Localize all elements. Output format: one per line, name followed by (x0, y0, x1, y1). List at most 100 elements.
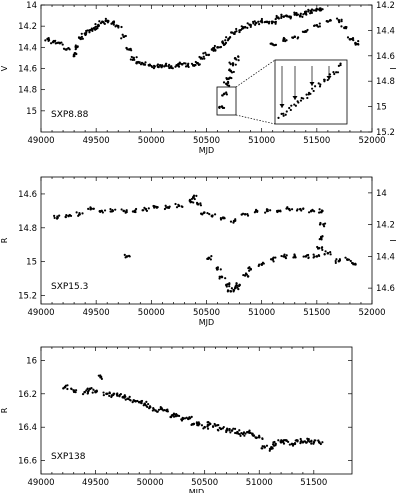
data-point-scatter (235, 30, 238, 33)
data-point-scatter (318, 238, 321, 241)
series-2 (123, 250, 357, 293)
y-left-tick-label: 14 (26, 1, 37, 11)
data-point-scatter (280, 15, 283, 18)
data-point-scatter (225, 36, 228, 39)
y-left-axis-title: R (0, 407, 9, 413)
data-point-scatter (312, 442, 315, 445)
data-point-scatter (156, 63, 160, 66)
inset-zoom (216, 59, 348, 125)
data-point-scatter (101, 20, 104, 23)
data-point-scatter (81, 393, 85, 396)
data-point-scatter (190, 415, 193, 418)
data-point-scatter (311, 208, 314, 211)
data-point-scatter (207, 421, 210, 424)
series-2 (218, 17, 360, 110)
inset-point (311, 87, 314, 90)
data-point-scatter (174, 65, 177, 68)
x-tick-label: 51000 (246, 478, 273, 488)
data-point-scatter (318, 441, 321, 445)
y-left-tick-label: 15 (26, 258, 37, 268)
data-point-scatter (317, 8, 320, 11)
data-point (83, 390, 86, 394)
arrow-head-icon (292, 96, 298, 100)
data-point-scatter (197, 424, 200, 427)
data-point-scatter (213, 46, 216, 50)
data-point-scatter (282, 36, 285, 40)
x-tick-label: 51500 (300, 478, 327, 488)
data-point-scatter (245, 430, 249, 434)
data-point-scatter (329, 19, 332, 22)
inset-box (274, 59, 348, 125)
plot-frame (40, 346, 353, 475)
data-point-scatter (340, 18, 343, 21)
data-point-scatter (257, 20, 260, 23)
data-point-scatter (310, 8, 314, 11)
inset-point (288, 106, 291, 110)
data-point-scatter (121, 33, 124, 36)
inset-point (309, 92, 312, 95)
data-point-scatter (120, 25, 123, 29)
data-point-scatter (228, 68, 231, 71)
data-point-scatter (204, 51, 207, 54)
data-point-scatter (312, 24, 316, 27)
data-point-scatter (251, 432, 254, 435)
inset-point (285, 110, 288, 113)
data-point-scatter (275, 209, 279, 213)
data-point-scatter (49, 42, 53, 45)
data-point-scatter (106, 392, 109, 395)
data-point-scatter (317, 254, 320, 257)
data-point-scatter (80, 32, 83, 35)
data-point-scatter (168, 66, 171, 70)
data-point-scatter (346, 258, 349, 261)
data-point-scatter (309, 9, 312, 12)
data-point-scatter (277, 439, 280, 442)
data-point-scatter (144, 61, 147, 64)
data-point-scatter (67, 47, 70, 50)
data-point-scatter (121, 396, 124, 399)
data-point-scatter (200, 212, 203, 215)
data-point-scatter (307, 8, 310, 11)
data-point-scatter (218, 277, 221, 280)
data-point-scatter (94, 28, 97, 31)
y-left-axis-title: R (0, 237, 9, 243)
data-point-scatter (80, 35, 83, 38)
inset-point (282, 114, 285, 117)
data-point-scatter (296, 208, 299, 211)
data-point-scatter (307, 10, 310, 13)
data-point-scatter (355, 43, 358, 46)
data-point-scatter (112, 21, 116, 24)
data-point-scatter (237, 284, 241, 288)
data-point-scatter (123, 35, 126, 38)
data-point-scatter (273, 44, 276, 47)
data-point-scatter (289, 17, 292, 20)
data-point-scatter (131, 58, 134, 61)
data-point-scatter (201, 57, 204, 60)
data-point-scatter (309, 210, 313, 213)
data-point-scatter (75, 211, 78, 214)
data-point-scatter (197, 203, 200, 206)
x-tick-label: 50500 (193, 136, 220, 146)
data-point-scatter (245, 273, 248, 276)
data-point-scatter (221, 94, 224, 97)
data-point-scatter (52, 39, 55, 43)
data-point-scatter (346, 36, 350, 39)
data-point-scatter (275, 14, 278, 18)
data-point-scatter (224, 277, 227, 280)
data-point-scatter (251, 434, 254, 437)
data-point-scatter (269, 209, 272, 212)
y-right-tick-label: 14.2 (376, 221, 395, 231)
y-left-tick-label: 14.8 (18, 86, 37, 96)
arrow-head-icon (326, 76, 332, 80)
data-point-scatter (320, 246, 323, 249)
data-point-scatter (325, 20, 328, 23)
data-point-scatter (299, 442, 302, 445)
data-point-scatter (129, 58, 132, 61)
y-left-tick-label: 14.8 (18, 224, 37, 234)
data-point-scatter (235, 27, 238, 31)
data-point-scatter (269, 42, 272, 45)
data-point-scatter (222, 425, 225, 429)
data-point-scatter (79, 36, 82, 39)
data-point-scatter (283, 253, 286, 256)
data-point-scatter (254, 23, 257, 26)
